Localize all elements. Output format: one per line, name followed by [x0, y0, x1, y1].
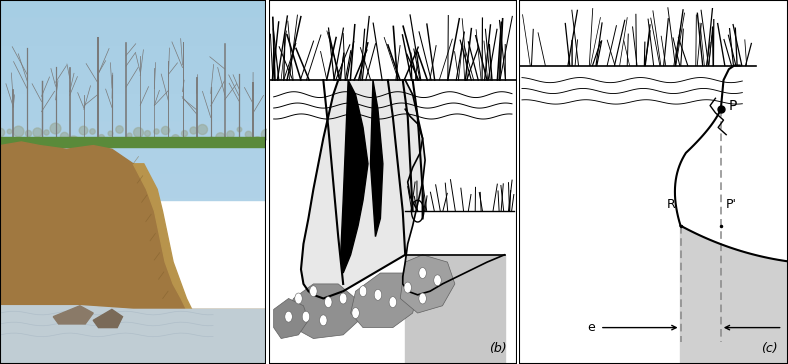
- Circle shape: [404, 282, 411, 293]
- Bar: [0, 60, 266, 64]
- Bar: [0, 104, 266, 108]
- Text: (c): (c): [760, 342, 777, 355]
- Bar: [0, 196, 266, 200]
- Bar: [0, 28, 266, 32]
- Bar: [0, 152, 266, 156]
- Bar: [0, 92, 266, 96]
- Bar: [0, 124, 266, 128]
- Polygon shape: [301, 80, 504, 298]
- Bar: [0, 24, 266, 28]
- Bar: [0, 44, 266, 48]
- Circle shape: [340, 293, 347, 304]
- Bar: [0, 176, 266, 180]
- Bar: [0, 168, 266, 172]
- Bar: [0, 172, 266, 176]
- Bar: [0, 48, 266, 52]
- Bar: [0, 148, 266, 152]
- Bar: [0, 132, 266, 136]
- Circle shape: [320, 315, 327, 326]
- Text: e: e: [587, 321, 594, 334]
- Circle shape: [433, 275, 441, 286]
- Circle shape: [325, 297, 332, 308]
- Bar: [0, 180, 266, 184]
- Bar: [0, 52, 266, 56]
- Polygon shape: [340, 80, 368, 273]
- Circle shape: [310, 286, 317, 297]
- Bar: [0, 120, 266, 124]
- Bar: [0, 80, 266, 84]
- Circle shape: [352, 308, 359, 318]
- Bar: [0, 96, 266, 100]
- Bar: [0, 32, 266, 36]
- Bar: [0, 0, 266, 4]
- Polygon shape: [0, 142, 266, 364]
- Polygon shape: [370, 80, 383, 237]
- Bar: [0, 88, 266, 92]
- Circle shape: [359, 286, 366, 297]
- Bar: [0, 140, 266, 144]
- Bar: [0, 64, 266, 68]
- Text: P': P': [727, 198, 738, 211]
- Text: (b): (b): [489, 342, 507, 355]
- Polygon shape: [0, 306, 266, 364]
- Polygon shape: [273, 298, 308, 339]
- Circle shape: [284, 311, 292, 322]
- Bar: [0, 56, 266, 60]
- Circle shape: [374, 289, 381, 300]
- Bar: [0, 144, 266, 148]
- Bar: [0, 184, 266, 188]
- Bar: [0, 12, 266, 16]
- Polygon shape: [286, 284, 363, 339]
- Bar: [0, 36, 266, 40]
- Bar: [0, 136, 266, 140]
- Bar: [0, 188, 266, 192]
- Circle shape: [419, 268, 426, 278]
- Polygon shape: [681, 226, 788, 364]
- Polygon shape: [93, 309, 122, 328]
- Bar: [0, 20, 266, 24]
- Circle shape: [419, 293, 426, 304]
- Circle shape: [389, 297, 396, 308]
- Polygon shape: [351, 273, 418, 328]
- Bar: [0, 8, 266, 12]
- Bar: [0, 84, 266, 88]
- Bar: [0, 136, 266, 147]
- Bar: [0, 16, 266, 20]
- Bar: [0, 4, 266, 8]
- Bar: [0, 76, 266, 80]
- Bar: [0, 40, 266, 44]
- Polygon shape: [400, 255, 455, 313]
- Bar: [0, 156, 266, 160]
- Bar: [0, 68, 266, 72]
- Bar: [0, 72, 266, 76]
- Bar: [0, 128, 266, 132]
- Bar: [0, 164, 266, 168]
- Text: R: R: [667, 198, 675, 211]
- Polygon shape: [301, 255, 504, 364]
- Text: P: P: [729, 99, 738, 112]
- Bar: [0, 160, 266, 164]
- Bar: [0, 192, 266, 196]
- Circle shape: [303, 311, 310, 322]
- Bar: [0, 100, 266, 104]
- Text: (a): (a): [238, 342, 255, 355]
- Bar: [0, 112, 266, 116]
- Polygon shape: [54, 306, 93, 324]
- Polygon shape: [133, 164, 191, 309]
- Bar: [0, 108, 266, 112]
- Circle shape: [295, 293, 303, 304]
- Bar: [0, 116, 266, 120]
